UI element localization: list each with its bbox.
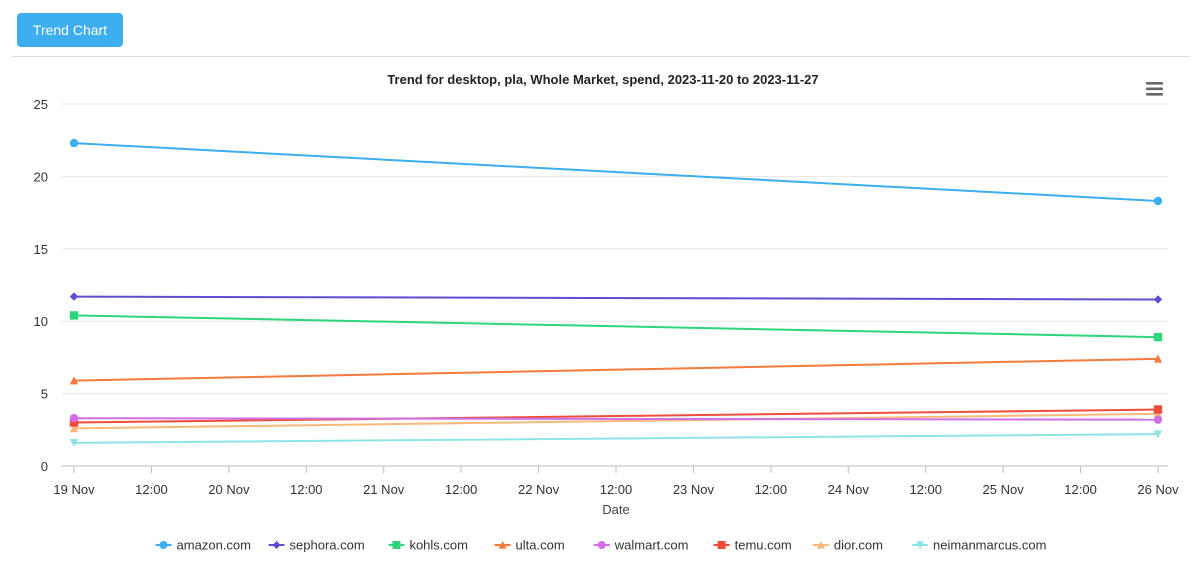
x-tick-label: 12:00 [600, 482, 633, 497]
data-point [69, 418, 79, 427]
hamburger-menu-icon[interactable] [1140, 77, 1170, 101]
data-point [1153, 430, 1163, 439]
data-point [1153, 332, 1163, 342]
legend-item-dior-com[interactable]: dior.com [812, 538, 883, 553]
series-line [73, 295, 1159, 301]
chart-title: Trend for desktop, pla, Whole Market, sp… [387, 72, 818, 87]
legend-item-ulta-com[interactable]: ulta.com [494, 538, 565, 553]
legend-marker [717, 541, 726, 549]
series-temu-com[interactable] [69, 405, 1163, 427]
x-tick-label: 24 Nov [828, 482, 870, 497]
legend-label: amazon.com [177, 538, 251, 553]
x-tick-label: 23 Nov [673, 482, 715, 497]
y-tick-label: 10 [34, 314, 48, 329]
chart-container: Trend for desktop, pla, Whole Market, sp… [0, 57, 1200, 580]
legend-marker [597, 541, 606, 549]
legend-item-neimanmarcus-com[interactable]: neimanmarcus.com [912, 538, 1046, 553]
legend-marker [916, 541, 925, 549]
data-point [1153, 196, 1163, 206]
x-tick-label: 22 Nov [518, 482, 560, 497]
x-tick-label: 20 Nov [208, 482, 250, 497]
series-line [73, 433, 1159, 444]
x-tick-label: 12:00 [290, 482, 323, 497]
data-point [69, 292, 79, 301]
legend-marker [816, 541, 825, 549]
legend-item-amazon-com[interactable]: amazon.com [155, 538, 251, 553]
x-tick-label: 19 Nov [53, 482, 95, 497]
data-point [1153, 415, 1163, 424]
x-tick-label: 12:00 [755, 482, 788, 497]
legend-item-sephora-com[interactable]: sephora.com [268, 538, 365, 553]
data-point [1153, 405, 1163, 414]
series-sephora-com[interactable] [69, 292, 1163, 304]
data-point [69, 424, 79, 433]
y-tick-label: 15 [34, 242, 48, 257]
series-ulta-com[interactable] [69, 354, 1163, 385]
legend-marker [498, 541, 507, 549]
series-line [73, 408, 1159, 424]
trend-chart-tab-button[interactable]: Trend Chart [17, 13, 123, 47]
series-amazon-com[interactable] [69, 138, 1163, 206]
legend-marker [392, 541, 401, 549]
trend-line-chart: Trend for desktop, pla, Whole Market, sp… [34, 72, 1180, 553]
legend-label: kohls.com [409, 538, 468, 553]
data-point [69, 376, 79, 385]
data-point [69, 439, 79, 448]
y-tick-label: 0 [41, 459, 48, 474]
legend-label: ulta.com [516, 538, 565, 553]
y-tick-label: 25 [34, 97, 48, 112]
legend-label: dior.com [834, 538, 883, 553]
series-line [73, 357, 1159, 382]
y-axis: 0 5 10 15 20 25 [34, 97, 48, 474]
toolbar-divider [12, 56, 1190, 57]
data-point [69, 414, 79, 423]
legend-label: sephora.com [290, 538, 365, 553]
series-layer [69, 138, 1163, 448]
legend-label: walmart.com [614, 538, 689, 553]
legend-marker [159, 541, 168, 549]
x-tick-label: 12:00 [445, 482, 478, 497]
x-tick-label: 12:00 [135, 482, 168, 497]
legend: amazon.com sephora.com kohls.com ulta.com wa… [155, 538, 1046, 553]
y-tick-label: 20 [34, 169, 48, 184]
x-tick-label: 21 Nov [363, 482, 405, 497]
x-tick-label: 26 Nov [1137, 482, 1179, 497]
series-neimanmarcus-com[interactable] [69, 430, 1163, 448]
x-tick-label: 12:00 [909, 482, 942, 497]
x-tick-label: 25 Nov [983, 482, 1025, 497]
series-line [73, 417, 1159, 421]
data-point [69, 138, 79, 148]
series-line [73, 412, 1159, 430]
data-point [1153, 354, 1163, 363]
toolbar: Trend Chart [0, 0, 1200, 57]
legend-item-temu-com[interactable]: temu.com [713, 538, 792, 553]
series-kohls-com[interactable] [69, 311, 1163, 342]
legend-label: neimanmarcus.com [933, 538, 1046, 553]
series-walmart-com[interactable] [69, 414, 1163, 424]
data-point [69, 311, 79, 320]
legend-item-kohls-com[interactable]: kohls.com [388, 538, 468, 553]
x-axis-label: Date [602, 502, 629, 517]
legend-label: temu.com [735, 538, 792, 553]
data-point [1153, 295, 1163, 304]
x-tick-label: 12:00 [1064, 482, 1097, 497]
gridlines [62, 103, 1168, 395]
legend-item-walmart-com[interactable]: walmart.com [593, 538, 689, 553]
series-line [73, 314, 1159, 339]
y-tick-label: 5 [41, 387, 48, 402]
x-axis: 19 Nov 12:00 20 Nov 12:00 21 Nov 12:00 22 Nov 1… [53, 465, 1179, 497]
series-line [73, 142, 1159, 203]
legend-marker [272, 541, 281, 549]
